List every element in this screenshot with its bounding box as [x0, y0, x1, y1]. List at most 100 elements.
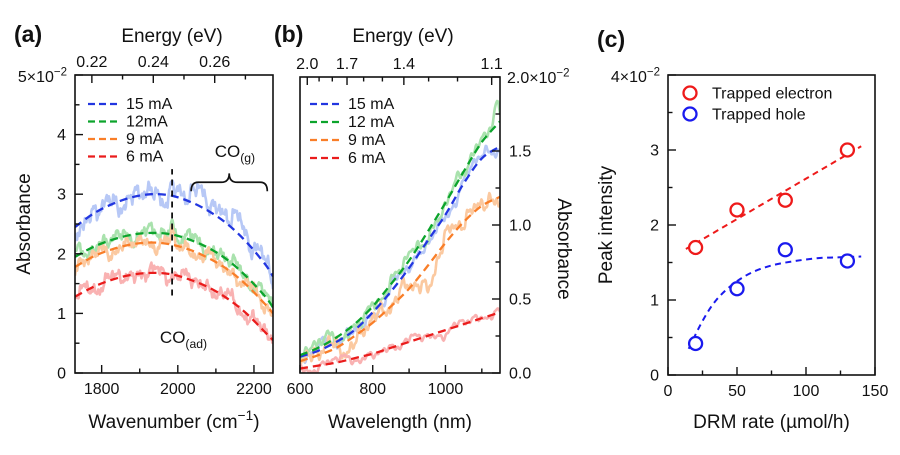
panel-c-point-0-2	[777, 192, 793, 208]
panel-a-legend-label-2: 9 mA	[126, 131, 164, 148]
panel-b-letter: (b)	[274, 21, 303, 47]
panel-a-top-tick-0: 0.22	[76, 54, 107, 71]
panel-c-legend-label-1: Trapped hole	[712, 107, 806, 124]
panel-a-annotations: CO(ad) CO(g)	[160, 142, 269, 351]
panel-c-point-1-3	[839, 253, 856, 269]
panel-b: 600 800 1000 2.0 1.7 1.4 1.1 Energy (eV) 0.0 0.5 1…	[274, 21, 574, 433]
panel-a-x-tick-1: 2000	[160, 381, 196, 398]
panel-a-y-tick-1: 1	[57, 306, 66, 323]
panel-a-trace-0	[75, 179, 273, 290]
panel-b-trace-0	[300, 144, 500, 365]
panel-a-letter: (a)	[14, 21, 42, 47]
panel-a-y-tick-0: 0	[57, 366, 66, 383]
panel-b-y-tick-0: 0.0	[509, 366, 531, 383]
panel-b-y-tick-3: 1.5	[509, 144, 531, 161]
panel-a-top-tick-2: 0.26	[199, 54, 230, 71]
panel-c-y-tick-0: 0	[650, 368, 659, 385]
panel-b-fit-1	[300, 120, 500, 357]
panel-b-top-tick-0: 2.0	[296, 56, 318, 73]
panel-a-y-axis-title: Absorbance	[14, 173, 35, 274]
panel-c: 0 50 100 150 0 1 2 3 4×10−2 Peak intensity DRM rat…	[596, 26, 888, 433]
panel-a-y-scale-label: 5×10−2	[18, 66, 67, 86]
panel-a-x-axis-title: Wavenumber (cm−1)	[88, 408, 259, 433]
panel-c-y-tick-2: 2	[650, 218, 659, 235]
panel-b-y-scale-label: 2.0×10−2	[507, 67, 570, 87]
panel-b-x-tick-1: 800	[359, 381, 386, 398]
panel-a-y-tick-3: 3	[57, 187, 66, 204]
panel-c-point-1-0	[687, 335, 704, 352]
panel-c-legend-marker-1	[682, 106, 698, 122]
panel-a-trace-3	[75, 261, 273, 344]
panel-b-trace-1	[300, 99, 500, 360]
panel-b-legend-label-2: 9 mA	[348, 132, 386, 149]
panel-b-x-axis-title: Wavelength (nm)	[328, 412, 472, 433]
panel-b-legend-label-1: 12 mA	[348, 114, 395, 131]
panel-b-fit-2	[300, 195, 500, 363]
panel-a-x-tick-2: 2200	[236, 381, 272, 398]
panel-a-axis-labels: 1800 2000 2200 0.22 0.24 0.26 Energy (eV) 0 1 2 3 4…	[14, 21, 272, 433]
panel-b-frame	[299, 76, 501, 374]
panel-c-x-tick-1: 50	[728, 383, 746, 400]
panel-a-frame	[74, 74, 274, 374]
panel-c-point-0-1	[729, 202, 745, 218]
panel-c-axis-labels: 0 50 100 150 0 1 2 3 4×10−2 Peak intensity DRM rat…	[596, 26, 888, 433]
panel-a-fit-3	[75, 271, 273, 342]
panel-b-y-axis-title: Absorbance	[553, 198, 574, 299]
panel-a-trace-2	[75, 223, 273, 317]
panel-b-fit-3	[300, 311, 500, 370]
panel-b-legend-label-3: 6 mA	[348, 150, 386, 167]
panel-a-fit-0	[75, 192, 273, 278]
panel-c-point-1-2	[777, 242, 793, 258]
panel-a-y-tick-4: 4	[57, 127, 66, 144]
panel-b-x-tick-2: 1000	[428, 381, 464, 398]
panel-b-top-axis-title: Energy (eV)	[352, 26, 453, 47]
panel-b-y-tick-1: 0.5	[509, 292, 531, 309]
co-g-brace	[190, 173, 269, 192]
panel-c-letter: (c)	[597, 26, 625, 52]
panel-a-top-tick-1: 0.24	[138, 54, 169, 71]
panel-c-y-tick-3: 3	[650, 143, 659, 160]
panel-c-legend: Trapped electron Trapped hole	[682, 85, 832, 124]
panel-a-top-axis-title: Energy (eV)	[121, 26, 222, 47]
panel-b-top-tick-2: 1.4	[393, 56, 415, 73]
panel-c-y-scale-label: 4×10−2	[611, 66, 660, 86]
panel-c-x-tick-2: 100	[793, 383, 820, 400]
panel-c-trend-0	[685, 145, 862, 250]
panel-c-trend-1	[687, 255, 862, 350]
panel-c-point-0-0	[687, 239, 704, 256]
panel-a-legend-label-1: 12mA	[126, 114, 168, 131]
panel-a-plot-area	[75, 179, 273, 344]
panel-c-x-tick-3: 150	[862, 383, 889, 400]
panel-b-axis-labels: 600 800 1000 2.0 1.7 1.4 1.1 Energy (eV) 0.0 0.5 1…	[274, 21, 574, 433]
panel-b-legend-label-0: 15 mA	[348, 96, 395, 113]
panel-c-y-axis-title: Peak intensity	[596, 165, 617, 284]
panel-b-plot-area	[300, 99, 500, 373]
co-ad-label: CO(ad)	[160, 328, 207, 351]
panel-c-legend-label-0: Trapped electron	[712, 86, 832, 103]
panel-c-x-tick-0: 0	[664, 383, 673, 400]
panel-a-legend-label-0: 15 mA	[126, 96, 173, 113]
panel-c-frame	[667, 74, 876, 376]
panel-a-fit-1	[75, 231, 273, 309]
panel-a-x-tick-0: 1800	[84, 381, 120, 398]
panel-b-top-tick-1: 1.7	[336, 56, 358, 73]
panel-b-y-tick-2: 1.0	[509, 218, 531, 235]
panel-c-x-axis-title: DRM rate (µmol/h)	[693, 412, 850, 433]
panel-a-y-tick-2: 2	[57, 246, 66, 263]
panel-c-point-1-1	[729, 281, 745, 297]
panel-c-legend-marker-0	[682, 85, 698, 101]
panel-b-x-tick-0: 600	[287, 381, 314, 398]
panel-c-y-tick-1: 1	[650, 293, 659, 310]
panel-a-legend-label-3: 6 mA	[126, 149, 164, 166]
panel-b-fit-0	[300, 145, 500, 358]
panel-c-point-0-3	[839, 142, 856, 158]
panel-b-top-tick-3: 1.1	[481, 56, 503, 73]
co-g-label: CO(g)	[215, 142, 255, 165]
panel-a: CO(ad) CO(g) 1800 2000 2200 0.22 0.24 0.26 Energ…	[14, 21, 274, 433]
panel-b-axes	[299, 76, 500, 374]
panel-a-fit-2	[75, 241, 273, 315]
